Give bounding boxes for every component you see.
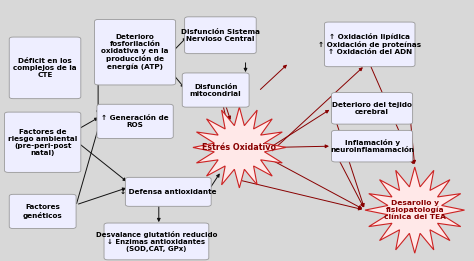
FancyBboxPatch shape	[97, 104, 173, 138]
FancyBboxPatch shape	[5, 112, 81, 172]
FancyBboxPatch shape	[9, 194, 76, 229]
Text: Factores de
riesgo ambiental
(pre-peri-post
natal): Factores de riesgo ambiental (pre-peri-p…	[8, 129, 77, 156]
Text: Inflamación y
neuroinflamamación: Inflamación y neuroinflamamación	[330, 139, 414, 153]
Text: ↑ Oxidación lipídica
↑ Oxidación de proteínas
↑ Oxidación del ADN: ↑ Oxidación lipídica ↑ Oxidación de prot…	[318, 33, 421, 56]
Polygon shape	[365, 167, 465, 253]
FancyBboxPatch shape	[185, 17, 256, 54]
Text: Deterioro
fosforilación
oxidativa y en la
producción de
energía (ATP): Deterioro fosforilación oxidativa y en l…	[101, 34, 169, 70]
Polygon shape	[193, 107, 286, 188]
Text: Disfunción
mitocondrial: Disfunción mitocondrial	[190, 84, 241, 97]
Text: Desarollo y
fisiopatología
clínica del TEA: Desarollo y fisiopatología clínica del T…	[384, 200, 446, 220]
FancyBboxPatch shape	[94, 20, 175, 85]
FancyBboxPatch shape	[125, 177, 211, 206]
FancyBboxPatch shape	[331, 93, 412, 124]
FancyBboxPatch shape	[182, 73, 249, 107]
Text: ↑ Generación de
ROS: ↑ Generación de ROS	[101, 115, 169, 128]
FancyBboxPatch shape	[324, 22, 415, 67]
FancyBboxPatch shape	[104, 223, 209, 260]
Text: Estrés Oxidativo: Estrés Oxidativo	[202, 143, 276, 152]
Text: Déficit en los
complejos de la
CTE: Déficit en los complejos de la CTE	[13, 58, 77, 78]
FancyBboxPatch shape	[331, 130, 412, 162]
Text: Factores
genéticos: Factores genéticos	[23, 204, 63, 218]
FancyBboxPatch shape	[9, 37, 81, 99]
Text: Desvalance glutatión reducido
↓ Enzimas antioxidantes
(SOD,CAT, GPx): Desvalance glutatión reducido ↓ Enzimas …	[96, 231, 217, 252]
Text: Deterioro del tejido
cerebral: Deterioro del tejido cerebral	[332, 102, 412, 115]
Text: Disfunción Sistema
Nervioso Central: Disfunción Sistema Nervioso Central	[181, 29, 260, 42]
Text: ↓ Defensa antioxidante: ↓ Defensa antioxidante	[120, 189, 217, 195]
